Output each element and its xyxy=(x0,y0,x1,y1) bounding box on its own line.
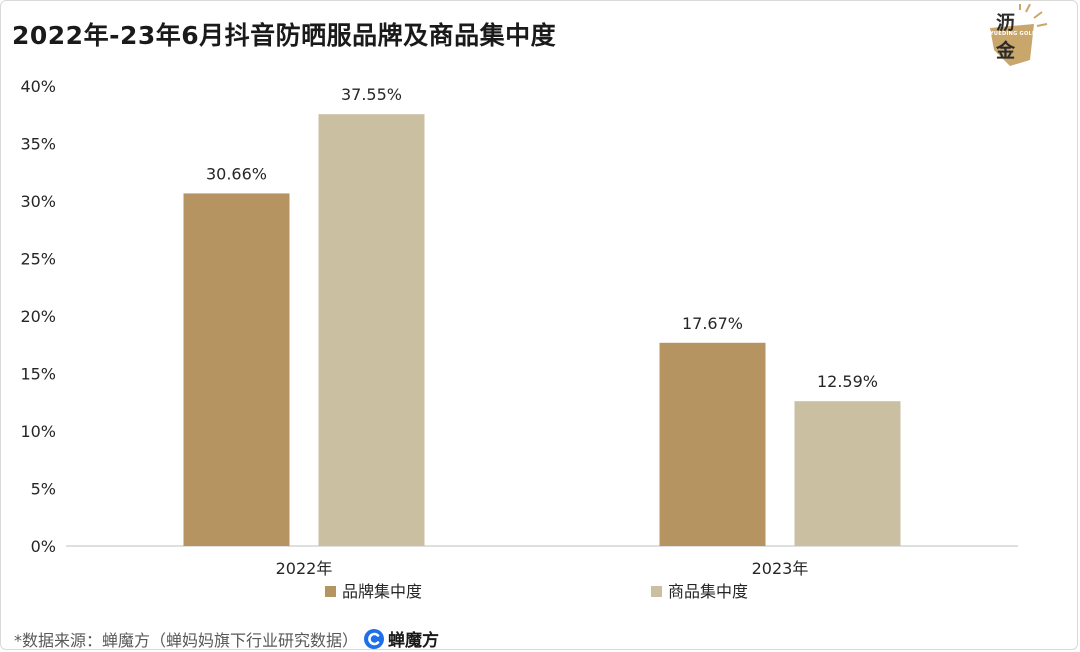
y-tick-label: 35% xyxy=(20,135,56,154)
data-source: *数据来源：蝉魔方（蝉妈妈旗下行业研究数据） xyxy=(14,630,359,650)
bar-product xyxy=(318,114,425,547)
legend-swatch xyxy=(325,586,336,597)
y-tick-label: 0% xyxy=(31,537,56,556)
y-tick-label: 10% xyxy=(20,422,56,441)
bar-product xyxy=(794,401,901,546)
legend-label: 商品集中度 xyxy=(668,582,748,601)
legend-swatch xyxy=(651,586,662,597)
y-tick-label: 15% xyxy=(20,365,56,384)
brand-name: 蝉魔方 xyxy=(388,631,440,651)
footer: *数据来源：蝉魔方（蝉妈妈旗下行业研究数据） 蝉魔方 xyxy=(14,626,439,651)
chanmofang-icon xyxy=(364,628,385,649)
x-tick-label: 2023年 xyxy=(752,559,809,578)
bar-brand xyxy=(659,342,766,546)
chart-title: 2022年-23年6月抖音防晒服品牌及商品集中度 xyxy=(12,21,557,50)
y-tick-label: 25% xyxy=(20,250,56,269)
x-tick-label: 2022年 xyxy=(276,559,333,578)
data-label: 30.66% xyxy=(206,164,267,183)
y-tick-label: 5% xyxy=(31,480,56,499)
logo-subtext: YUEDING GOLD xyxy=(990,31,1037,37)
data-label: 37.55% xyxy=(341,85,402,104)
logo-graphic xyxy=(990,3,1048,66)
logo-char-bottom: 金 xyxy=(996,40,1016,62)
bar-brand xyxy=(183,193,290,546)
y-tick-label: 20% xyxy=(20,307,56,326)
legend-label: 品牌集中度 xyxy=(342,582,422,601)
data-label: 17.67% xyxy=(682,314,743,333)
yueding-gold-logo: 沥 YUEDING GOLD 金 xyxy=(982,3,1052,68)
bar-chart: 0% 5% 10% 15% 20% 25% 30% 35% 40% 30.66% 37.55% 202… xyxy=(20,77,1018,601)
data-label: 12.59% xyxy=(817,372,878,391)
y-tick-label: 30% xyxy=(20,192,56,211)
logo-char-top: 沥 xyxy=(996,12,1016,34)
y-tick-label: 40% xyxy=(20,77,56,96)
